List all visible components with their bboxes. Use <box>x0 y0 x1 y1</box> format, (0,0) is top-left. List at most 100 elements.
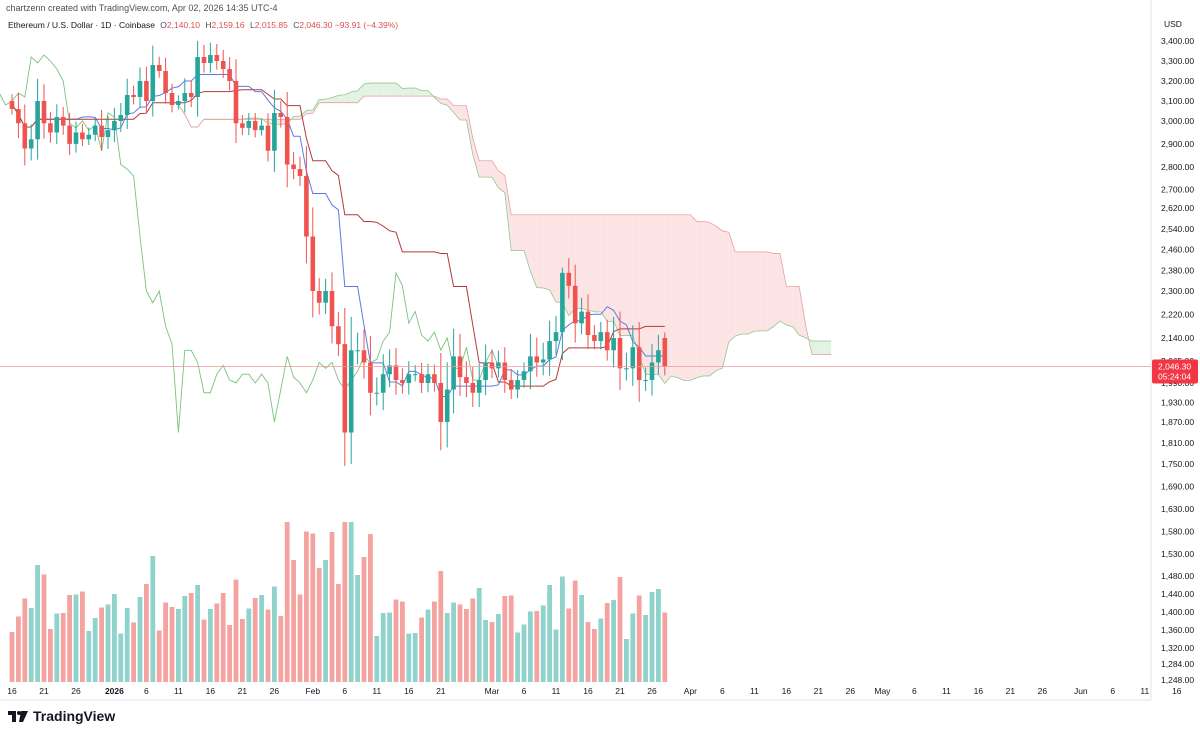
candle-body-up <box>112 121 117 131</box>
x-tick-label: 26 <box>1038 686 1048 696</box>
y-tick-label: 1,930.00 <box>1161 398 1194 408</box>
candle-body-down <box>592 335 597 342</box>
cloud-bullish-segment <box>824 340 832 355</box>
candle-body-down <box>67 125 72 144</box>
cloud-bullish-segment <box>818 340 825 355</box>
volume-bar-down <box>48 629 53 682</box>
cloud-bearish-segment <box>600 214 608 322</box>
candle-body-up <box>246 121 252 128</box>
volume-bar-down <box>432 601 437 682</box>
chart-credit: chartzenn created with TradingView.com, … <box>6 3 278 13</box>
cloud-bearish-segment <box>671 214 678 378</box>
volume-bar-down <box>400 601 405 682</box>
candle-body-down <box>566 272 572 286</box>
cloud-bullish-segment <box>338 94 345 103</box>
volume-bar-down <box>220 593 226 682</box>
volume-bar-down <box>470 598 476 682</box>
candle-body-up <box>515 380 520 390</box>
cloud-bearish-segment <box>716 226 723 371</box>
x-tick-label: Apr <box>684 686 697 696</box>
cloud-bullish-segment <box>351 90 358 103</box>
high-value: 2,159.16 <box>211 20 245 30</box>
candle-body-down <box>470 383 476 393</box>
volume-bar-down <box>617 577 623 682</box>
cloud-bearish-segment <box>530 214 537 288</box>
y-tick-label: 2,900.00 <box>1161 139 1194 149</box>
cloud-bullish-segment <box>402 88 409 97</box>
volume-bar-up <box>412 633 418 682</box>
candle-body-down <box>163 71 168 93</box>
last-price-tag <box>1152 359 1198 384</box>
x-tick-label: 6 <box>522 686 527 696</box>
x-tick-label: 21 <box>238 686 248 696</box>
cloud-bullish-segment <box>812 340 819 355</box>
x-tick-label: 16 <box>7 686 17 696</box>
cloud-bearish-segment <box>485 160 492 178</box>
x-tick-label: 16 <box>206 686 216 696</box>
volume-bar-down <box>169 607 175 682</box>
volume-bar-up <box>656 589 661 682</box>
candle-body-up <box>28 139 34 149</box>
cloud-bearish-segment <box>703 221 710 376</box>
volume-bar-up <box>259 595 264 682</box>
x-tick-label: 21 <box>1006 686 1016 696</box>
x-tick-label: 26 <box>846 686 856 696</box>
x-tick-label: 26 <box>647 686 657 696</box>
volume-bar-down <box>502 596 508 682</box>
volume-bar-down <box>464 609 469 682</box>
candle-body-up <box>355 350 360 352</box>
cloud-bearish-segment <box>511 214 518 251</box>
cloud-bullish-segment <box>396 83 403 97</box>
y-tick-label: 1,630.00 <box>1161 504 1194 514</box>
cloud-bearish-segment <box>652 214 659 375</box>
volume-bar-down <box>329 532 335 682</box>
volume-bar-down <box>342 522 348 682</box>
volume-bar-up <box>560 576 565 682</box>
candle-body-up <box>649 362 655 381</box>
cloud-bearish-segment <box>543 214 550 290</box>
cloud-bearish-segment <box>792 286 800 336</box>
y-tick-label: 1,810.00 <box>1161 438 1194 448</box>
cloud-bearish-segment <box>799 286 806 338</box>
y-tick-label: 1,870.00 <box>1161 417 1194 427</box>
cloud-bearish-segment <box>735 251 742 337</box>
volume-bar-down <box>368 534 373 682</box>
cloud-bearish-segment <box>536 214 544 288</box>
cloud-bearish-segment <box>684 214 691 381</box>
cloud-bullish-segment <box>300 110 307 120</box>
x-tick-label: 11 <box>174 686 183 696</box>
y-tick-label: 2,540.00 <box>1161 224 1194 234</box>
volume-bar-up <box>515 632 520 682</box>
volume-bar-up <box>598 618 604 682</box>
volume-bar-down <box>297 594 303 682</box>
x-tick-label: Mar <box>485 686 500 696</box>
volume-bar-up <box>112 594 117 682</box>
candle-body-down <box>419 374 424 383</box>
candle-body-up <box>137 81 143 97</box>
volume-bar-up <box>182 596 188 682</box>
tradingview-logo[interactable]: TradingView <box>8 708 115 724</box>
x-tick-label: 16 <box>782 686 792 696</box>
candle-body-down <box>252 121 258 131</box>
candle-body-up <box>195 57 200 97</box>
candle-body-up <box>425 374 431 383</box>
candle-body-down <box>508 380 514 390</box>
candle-body-down <box>188 93 194 97</box>
cloud-bearish-segment <box>786 286 793 327</box>
candle-body-up <box>374 392 380 394</box>
y-tick-label: 2,300.00 <box>1161 286 1194 296</box>
volume-bar-up <box>176 609 181 682</box>
x-tick-label: 21 <box>814 686 824 696</box>
candle-body-up <box>598 332 604 342</box>
volume-bar-up <box>92 618 98 682</box>
x-tick-label: 11 <box>942 686 951 696</box>
volume-bar-down <box>240 619 245 682</box>
candle-body-down <box>304 175 309 237</box>
volume-bar-up <box>425 609 431 682</box>
volume-bar-down <box>278 616 284 682</box>
cloud-bullish-segment <box>306 110 313 114</box>
volume-bar-up <box>150 556 156 682</box>
volume-bar-down <box>393 599 399 682</box>
volume-bar-down <box>201 619 207 682</box>
